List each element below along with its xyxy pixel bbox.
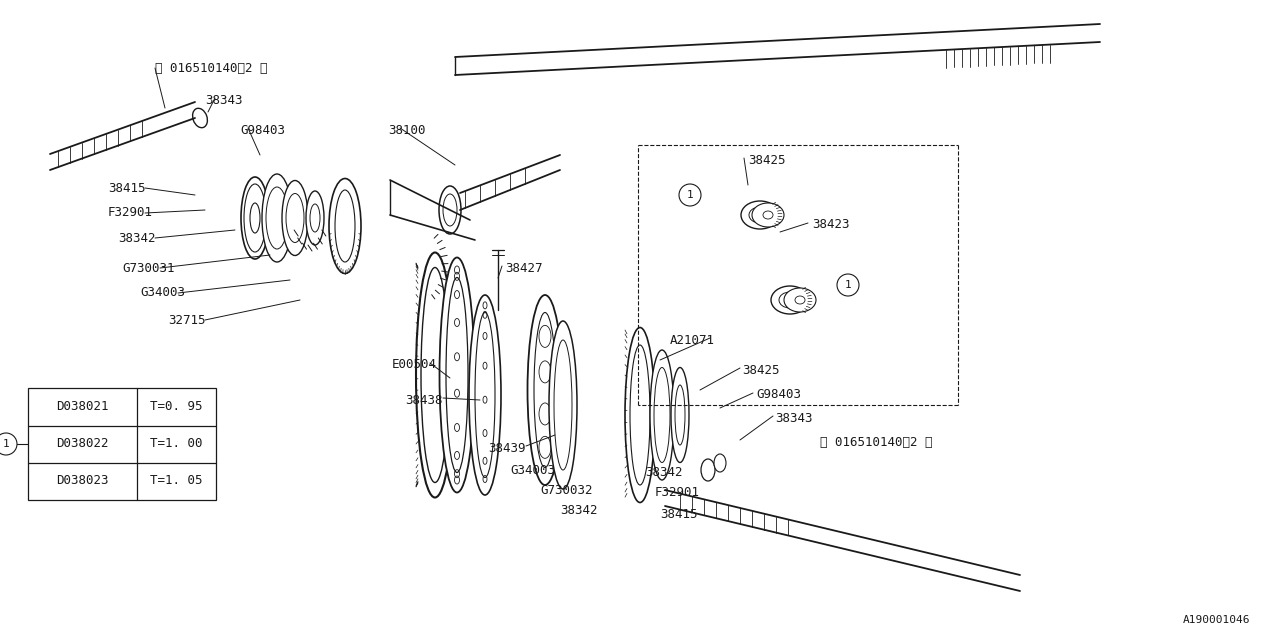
Text: 38415: 38415: [108, 182, 146, 195]
Ellipse shape: [282, 180, 308, 255]
Text: E00504: E00504: [392, 358, 436, 371]
Ellipse shape: [625, 328, 655, 502]
Text: G730032: G730032: [540, 483, 593, 497]
Ellipse shape: [468, 295, 500, 495]
Text: Ⓑ 016510140（2 ）: Ⓑ 016510140（2 ）: [820, 435, 933, 449]
Text: T=1. 05: T=1. 05: [150, 474, 202, 487]
Text: 38100: 38100: [388, 124, 425, 136]
Text: 38423: 38423: [812, 218, 850, 232]
Text: 1: 1: [3, 439, 9, 449]
Ellipse shape: [714, 454, 726, 472]
Text: 38425: 38425: [742, 364, 780, 376]
Text: 1: 1: [686, 190, 694, 200]
Text: 38342: 38342: [118, 232, 155, 244]
Text: D038021: D038021: [56, 400, 109, 413]
Ellipse shape: [329, 179, 361, 273]
Text: G34003: G34003: [509, 463, 556, 477]
Text: 38343: 38343: [205, 93, 242, 106]
Ellipse shape: [241, 177, 269, 259]
Ellipse shape: [549, 321, 577, 489]
Text: 38427: 38427: [506, 262, 543, 275]
Ellipse shape: [753, 203, 783, 227]
Text: 38342: 38342: [561, 504, 598, 516]
Ellipse shape: [741, 201, 780, 229]
Text: 32715: 32715: [168, 314, 206, 326]
Text: F32901: F32901: [655, 486, 700, 499]
Text: G98403: G98403: [756, 388, 801, 401]
Ellipse shape: [771, 286, 809, 314]
Ellipse shape: [671, 367, 689, 463]
Text: G98403: G98403: [241, 124, 285, 136]
Text: 1: 1: [845, 280, 851, 290]
Text: A190001046: A190001046: [1183, 615, 1251, 625]
Ellipse shape: [527, 295, 562, 485]
Ellipse shape: [439, 257, 475, 493]
Ellipse shape: [306, 191, 324, 245]
Ellipse shape: [416, 253, 454, 497]
Text: T=1. 00: T=1. 00: [150, 437, 202, 450]
Ellipse shape: [783, 288, 817, 312]
Bar: [28, 388, 216, 500]
Text: D038023: D038023: [56, 474, 109, 487]
Text: G730031: G730031: [122, 262, 174, 275]
Ellipse shape: [439, 186, 461, 234]
Text: A21071: A21071: [669, 333, 716, 346]
Text: Ⓑ 016510140（2 ）: Ⓑ 016510140（2 ）: [155, 61, 268, 74]
Text: T=0. 95: T=0. 95: [150, 400, 202, 413]
Text: 38343: 38343: [774, 412, 813, 424]
Text: 38439: 38439: [488, 442, 526, 454]
Text: 38425: 38425: [748, 154, 786, 166]
Ellipse shape: [650, 350, 675, 480]
Text: 38415: 38415: [660, 509, 698, 522]
Ellipse shape: [262, 174, 292, 262]
Text: 38438: 38438: [404, 394, 443, 406]
Text: G34003: G34003: [140, 287, 186, 300]
Text: F32901: F32901: [108, 207, 154, 220]
Text: D038022: D038022: [56, 437, 109, 450]
Ellipse shape: [701, 459, 716, 481]
Text: 38342: 38342: [645, 465, 682, 479]
